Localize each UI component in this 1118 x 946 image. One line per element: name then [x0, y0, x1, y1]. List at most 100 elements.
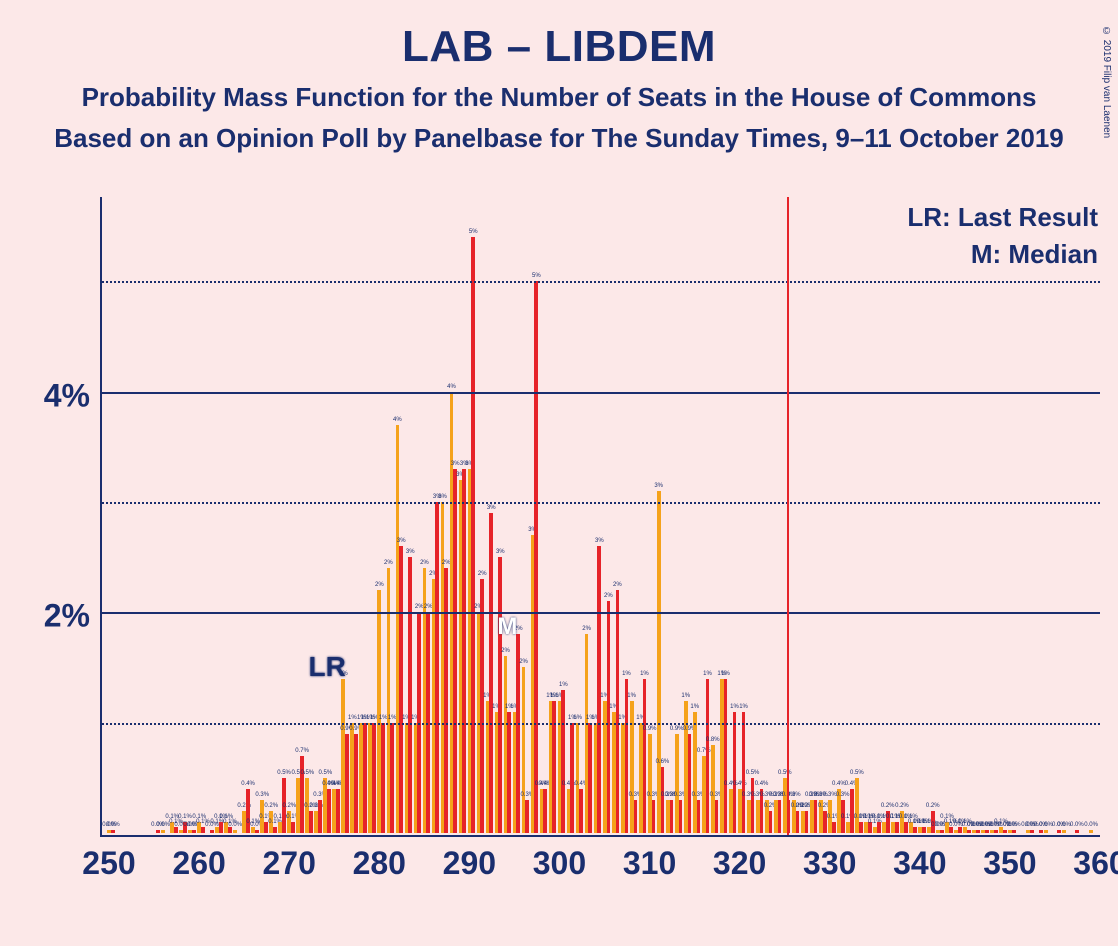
bar-red	[228, 827, 232, 833]
bar-red	[498, 557, 502, 833]
bar-red	[985, 830, 989, 833]
bar-red	[895, 822, 899, 833]
bar-label: 0.7%	[295, 748, 309, 754]
main-title: LAB – LIBDEM	[0, 22, 1118, 72]
bar-label: 2%	[501, 648, 510, 654]
bar-red	[111, 830, 115, 833]
bar-red	[1012, 830, 1016, 833]
bar-label: 5%	[469, 229, 478, 235]
bar-label: 0.3%	[787, 792, 801, 798]
bar-label: 0.2%	[895, 803, 909, 809]
bar-red	[363, 723, 367, 833]
y-tick-label: 2%	[44, 598, 90, 635]
bar-label: 0.4%	[241, 781, 255, 787]
bar-red	[652, 800, 656, 833]
bar-red	[769, 811, 773, 833]
x-tick-label: 310	[623, 845, 676, 882]
copyright: © 2019 Filip van Laenen	[1101, 26, 1112, 138]
subtitle-2: Based on an Opinion Poll by Panelbase fo…	[0, 123, 1118, 154]
bar-red	[507, 712, 511, 833]
bar-red	[480, 579, 484, 833]
bar-red	[597, 546, 601, 833]
bar-red	[201, 827, 205, 833]
gridline-solid	[102, 392, 1100, 394]
gridline-dotted	[102, 502, 1100, 504]
bar-red	[778, 800, 782, 833]
bar-red	[453, 469, 457, 833]
bar-red	[796, 811, 800, 833]
bar-red	[273, 827, 277, 833]
bar-label: 0.3%	[823, 792, 837, 798]
bar-label: 3%	[406, 549, 415, 555]
bar-red	[300, 756, 304, 833]
bar-label: 1%	[730, 704, 739, 710]
bar-label: 2%	[604, 593, 613, 599]
bar-label: 0.2%	[926, 803, 940, 809]
bar-red	[336, 789, 340, 833]
x-tick-label: 320	[713, 845, 766, 882]
bar-red	[372, 723, 376, 833]
bar-red	[525, 800, 529, 833]
subtitle-1: Probability Mass Function for the Number…	[0, 82, 1118, 113]
bar-label: 0.5%	[277, 770, 291, 776]
gridline-solid	[102, 612, 1100, 614]
bar-red	[291, 822, 295, 833]
bar-red	[661, 767, 665, 833]
x-tick-label: 300	[533, 845, 586, 882]
bar-label: 2%	[375, 582, 384, 588]
bar-label: 1%	[559, 682, 568, 688]
bar-red	[588, 723, 592, 833]
bar-red	[877, 822, 881, 833]
bar-label: 0.2%	[881, 803, 895, 809]
bar-label: 0.5%	[318, 770, 332, 776]
bar-red	[850, 789, 854, 833]
bar-label: 2%	[613, 582, 622, 588]
x-tick-label: 280	[353, 845, 406, 882]
bar-red	[922, 827, 926, 833]
bar-red	[670, 800, 674, 833]
bar-label: 4%	[393, 417, 402, 423]
bar-red	[697, 800, 701, 833]
x-tick-label: 260	[172, 845, 225, 882]
bar-label: 3%	[487, 505, 496, 511]
bar-red	[327, 789, 331, 833]
x-tick-label: 330	[803, 845, 856, 882]
bar-label: 0.4%	[832, 781, 846, 787]
bar-label: 0.6%	[656, 759, 670, 765]
bar-orange	[1062, 830, 1066, 833]
bar-label: 1%	[640, 671, 649, 677]
bar-label: 1%	[627, 693, 636, 699]
bar-red	[354, 734, 358, 833]
bar-red	[255, 830, 259, 833]
bar-red	[733, 712, 737, 833]
bar-orange	[233, 830, 237, 833]
bar-red	[940, 830, 944, 833]
bar-red	[318, 800, 322, 833]
bar-red	[462, 469, 466, 833]
bar-label: 1%	[703, 671, 712, 677]
bar-red	[715, 800, 719, 833]
bar-red	[534, 281, 538, 833]
bar-label: 1%	[721, 671, 730, 677]
bar-label: 1%	[739, 704, 748, 710]
bar-red	[381, 723, 385, 833]
bar-red	[345, 734, 349, 833]
bar-label: 2%	[478, 571, 487, 577]
bar-label: 2%	[420, 560, 429, 566]
bar-label: 2%	[519, 659, 528, 665]
bar-red	[1030, 830, 1034, 833]
gridline-dotted	[102, 281, 1100, 283]
x-tick-label: 360	[1073, 845, 1118, 882]
bar-label: 0.0%	[1070, 822, 1084, 828]
bar-red	[156, 830, 160, 833]
bar-label: 3%	[595, 538, 604, 544]
bar-label: 0.1%	[178, 814, 192, 820]
bars-container: 0.0%0.0%0.0%0.0%0.1%0.1%0.0%0.1%0.0%0.0%…	[102, 195, 1100, 833]
bar-red	[958, 827, 962, 833]
bar-label: 3%	[438, 494, 447, 500]
bar-label: 4%	[447, 384, 456, 390]
plot-area: 0.0%0.0%0.0%0.0%0.1%0.1%0.0%0.1%0.0%0.0%…	[100, 197, 1100, 837]
bar-label: 0.0%	[1057, 822, 1071, 828]
bar-red	[724, 679, 728, 833]
bar-label: 5%	[532, 273, 541, 279]
